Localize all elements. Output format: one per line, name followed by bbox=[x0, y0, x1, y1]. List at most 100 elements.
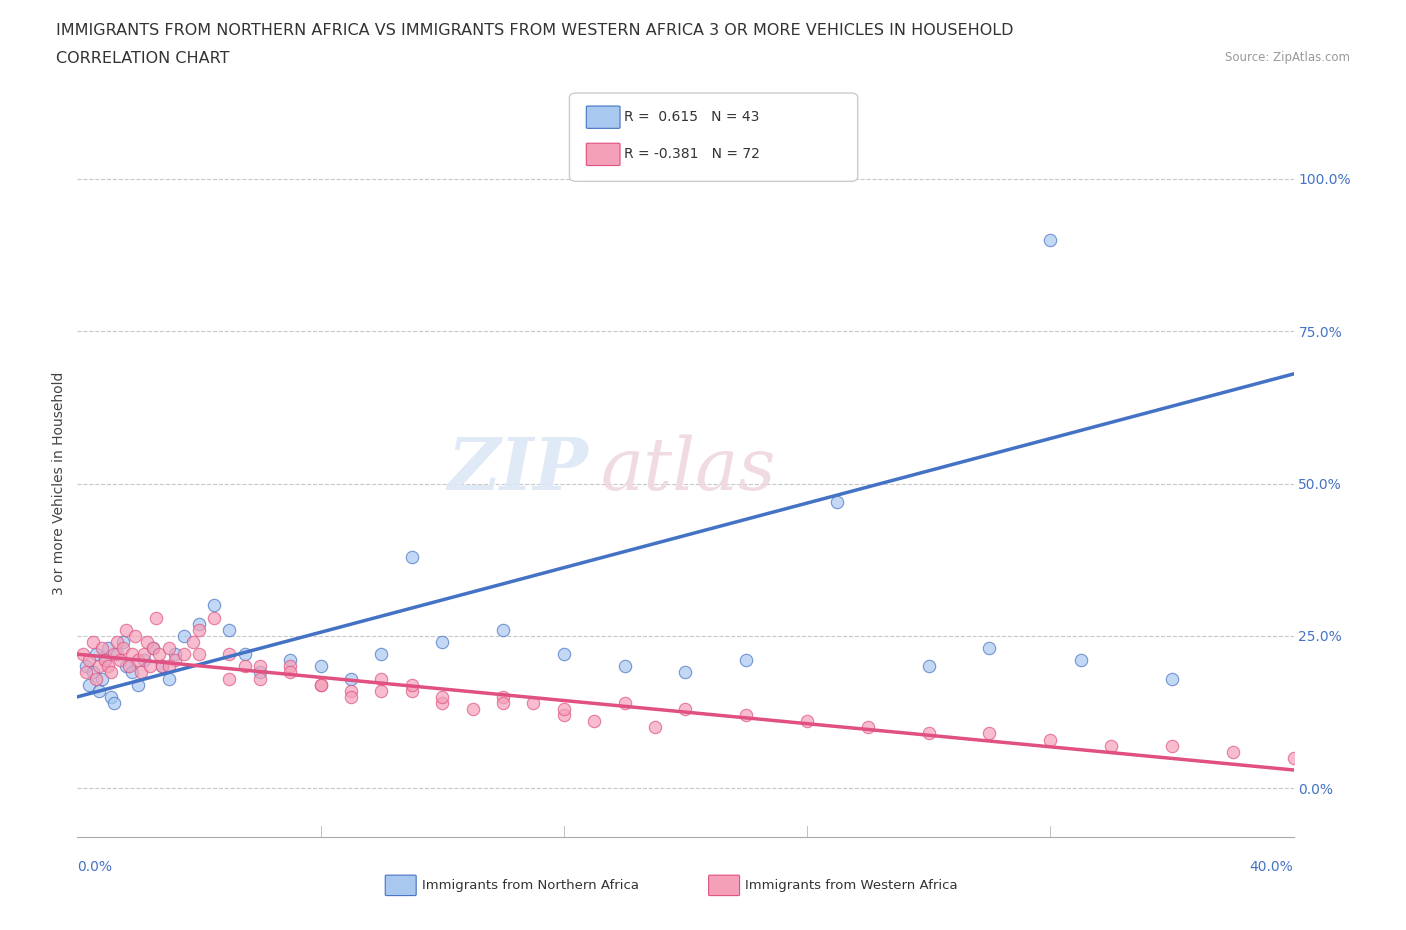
Point bbox=[157, 659, 180, 674]
Text: Immigrants from Northern Africa: Immigrants from Northern Africa bbox=[422, 879, 638, 892]
Point bbox=[82, 634, 104, 649]
Point bbox=[522, 696, 544, 711]
Point bbox=[918, 726, 941, 741]
Point bbox=[181, 634, 204, 649]
Point bbox=[430, 634, 453, 649]
Point bbox=[340, 671, 363, 686]
Point bbox=[173, 646, 195, 661]
Point bbox=[979, 641, 1001, 656]
Text: R =  0.615   N = 43: R = 0.615 N = 43 bbox=[624, 110, 759, 125]
Point bbox=[84, 671, 107, 686]
Point bbox=[188, 622, 211, 637]
Point bbox=[675, 701, 697, 716]
Point bbox=[82, 665, 104, 680]
Point bbox=[644, 720, 666, 735]
Point bbox=[118, 659, 141, 674]
Point bbox=[111, 641, 134, 656]
Text: 0.0%: 0.0% bbox=[77, 860, 112, 874]
Point bbox=[152, 659, 174, 674]
Point bbox=[1222, 744, 1244, 759]
Point bbox=[90, 641, 112, 656]
Point bbox=[370, 684, 392, 698]
Point bbox=[97, 659, 120, 674]
Point bbox=[492, 622, 515, 637]
Point bbox=[1161, 738, 1184, 753]
Point bbox=[97, 641, 120, 656]
Point bbox=[918, 659, 941, 674]
Point bbox=[735, 708, 758, 723]
Point bbox=[1039, 232, 1062, 247]
Point bbox=[105, 646, 128, 661]
Point bbox=[79, 653, 101, 668]
Point bbox=[72, 646, 94, 661]
Point bbox=[401, 684, 423, 698]
Point bbox=[278, 659, 301, 674]
Point bbox=[134, 646, 156, 661]
Point bbox=[309, 677, 332, 692]
Point bbox=[139, 659, 162, 674]
Point bbox=[152, 659, 174, 674]
Text: 40.0%: 40.0% bbox=[1250, 860, 1294, 874]
Point bbox=[108, 653, 131, 668]
Point bbox=[142, 641, 165, 656]
Point bbox=[103, 646, 125, 661]
Point bbox=[1161, 671, 1184, 686]
Point bbox=[370, 671, 392, 686]
Point bbox=[370, 646, 392, 661]
Text: R = -0.381   N = 72: R = -0.381 N = 72 bbox=[624, 147, 761, 162]
Point bbox=[340, 684, 363, 698]
Point bbox=[188, 646, 211, 661]
Point bbox=[856, 720, 879, 735]
Point bbox=[202, 598, 225, 613]
Point bbox=[401, 677, 423, 692]
Point bbox=[100, 665, 122, 680]
Point bbox=[90, 671, 112, 686]
Point bbox=[163, 653, 186, 668]
Point bbox=[613, 659, 636, 674]
Point bbox=[309, 659, 332, 674]
Point bbox=[1039, 732, 1062, 747]
Point bbox=[111, 634, 134, 649]
Point bbox=[492, 696, 515, 711]
Point bbox=[202, 610, 225, 625]
Point bbox=[430, 689, 453, 704]
Point bbox=[249, 659, 271, 674]
Point bbox=[188, 617, 211, 631]
Point bbox=[121, 646, 143, 661]
Point bbox=[492, 689, 515, 704]
Point bbox=[218, 622, 240, 637]
Text: Source: ZipAtlas.com: Source: ZipAtlas.com bbox=[1225, 51, 1350, 64]
Point bbox=[87, 659, 110, 674]
Point bbox=[430, 696, 453, 711]
Point bbox=[583, 714, 606, 729]
Point bbox=[115, 622, 138, 637]
Point bbox=[233, 659, 256, 674]
Text: ZIP: ZIP bbox=[447, 434, 588, 505]
Point bbox=[75, 659, 97, 674]
Point bbox=[979, 726, 1001, 741]
Point bbox=[127, 677, 149, 692]
Point bbox=[105, 634, 128, 649]
Point bbox=[121, 665, 143, 680]
Point bbox=[157, 671, 180, 686]
Point bbox=[157, 641, 180, 656]
Point bbox=[340, 689, 363, 704]
Point bbox=[75, 665, 97, 680]
Point bbox=[145, 610, 167, 625]
Point bbox=[103, 696, 125, 711]
Point bbox=[142, 641, 165, 656]
Point bbox=[163, 646, 186, 661]
Point bbox=[613, 696, 636, 711]
Point bbox=[233, 646, 256, 661]
Point bbox=[401, 550, 423, 565]
Point bbox=[84, 646, 107, 661]
Y-axis label: 3 or more Vehicles in Household: 3 or more Vehicles in Household bbox=[52, 372, 66, 595]
Point bbox=[173, 629, 195, 644]
Point bbox=[79, 677, 101, 692]
Point bbox=[148, 646, 170, 661]
Point bbox=[249, 665, 271, 680]
Point bbox=[100, 689, 122, 704]
Point bbox=[553, 708, 575, 723]
Text: atlas: atlas bbox=[600, 434, 776, 505]
Point bbox=[87, 684, 110, 698]
